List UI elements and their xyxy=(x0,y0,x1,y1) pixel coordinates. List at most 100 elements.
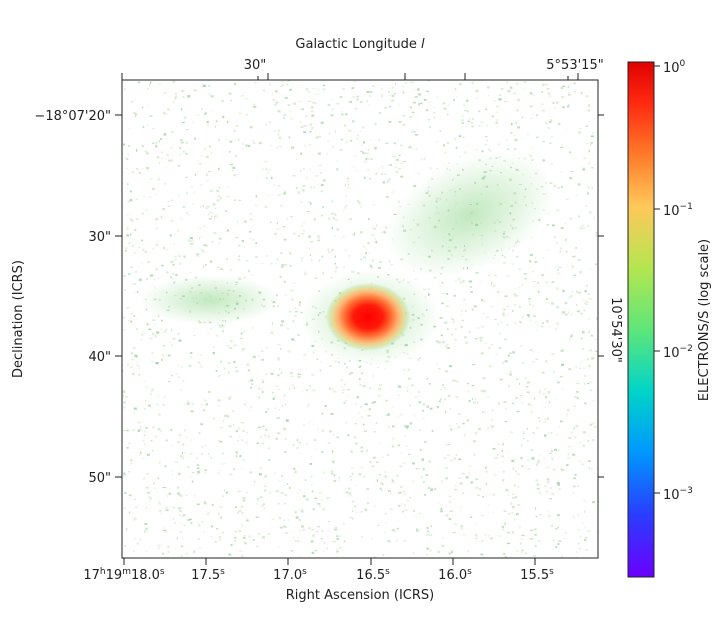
noise-speck xyxy=(171,344,173,346)
noise-speck xyxy=(129,266,131,268)
noise-speck xyxy=(400,162,403,164)
noise-speck xyxy=(446,142,449,144)
noise-speck xyxy=(585,549,588,551)
noise-speck xyxy=(520,542,522,545)
noise-speck xyxy=(292,444,295,446)
noise-speck xyxy=(386,454,390,456)
noise-speck xyxy=(235,451,238,454)
noise-speck xyxy=(419,512,421,514)
noise-speck xyxy=(535,321,537,323)
noise-speck xyxy=(360,372,364,374)
noise-speck xyxy=(312,534,315,537)
noise-speck xyxy=(479,337,483,339)
noise-speck xyxy=(464,336,467,339)
noise-speck xyxy=(169,276,172,278)
noise-speck xyxy=(149,497,152,500)
noise-speck xyxy=(149,196,152,198)
noise-speck xyxy=(145,427,148,429)
noise-speck xyxy=(565,250,568,253)
noise-speck xyxy=(141,262,143,264)
noise-speck xyxy=(164,396,166,399)
noise-speck xyxy=(391,99,394,102)
noise-speck xyxy=(166,271,169,274)
noise-speck xyxy=(152,426,155,428)
noise-speck xyxy=(219,506,223,508)
noise-speck xyxy=(178,194,180,197)
noise-speck xyxy=(472,118,474,120)
noise-speck xyxy=(572,492,574,494)
noise-speck xyxy=(406,500,409,502)
noise-speck xyxy=(297,540,300,542)
noise-speck xyxy=(556,241,558,244)
noise-speck xyxy=(126,158,129,160)
noise-speck xyxy=(218,375,221,377)
noise-speck xyxy=(212,203,216,206)
noise-speck xyxy=(354,107,358,110)
noise-speck xyxy=(578,547,581,550)
noise-speck xyxy=(590,143,591,146)
noise-speck xyxy=(145,386,148,389)
noise-speck xyxy=(461,280,465,283)
noise-speck xyxy=(567,409,570,411)
noise-speck xyxy=(344,184,346,186)
noise-speck xyxy=(502,362,504,364)
noise-speck xyxy=(501,526,504,528)
noise-speck xyxy=(504,101,508,103)
noise-speck xyxy=(515,82,519,85)
noise-speck xyxy=(262,390,264,394)
noise-speck xyxy=(136,168,139,170)
noise-speck xyxy=(256,442,259,445)
noise-speck xyxy=(521,361,525,364)
noise-speck xyxy=(268,121,271,124)
noise-speck xyxy=(334,235,336,237)
noise-speck xyxy=(315,550,317,552)
noise-speck xyxy=(542,257,545,259)
noise-speck xyxy=(559,426,561,428)
noise-speck xyxy=(344,362,346,365)
noise-speck xyxy=(237,259,241,261)
noise-speck xyxy=(322,88,325,90)
noise-speck xyxy=(511,512,515,514)
colorbar-tick-label-2: 10−1 xyxy=(663,202,693,219)
noise-speck xyxy=(290,289,294,292)
noise-speck xyxy=(365,157,367,161)
noise-speck xyxy=(233,199,237,202)
noise-speck xyxy=(454,488,457,491)
noise-speck xyxy=(583,510,585,513)
noise-speck xyxy=(299,489,302,491)
bottom-tick-label-2: 17.5s xyxy=(191,567,225,583)
bottom-tick-label-4: 16.5s xyxy=(356,567,390,583)
noise-speck xyxy=(125,250,127,252)
noise-speck xyxy=(271,518,275,520)
noise-speck xyxy=(514,288,517,290)
noise-speck xyxy=(489,365,491,368)
left-axis-title: Declination (ICRS) xyxy=(11,260,26,378)
noise-speck xyxy=(527,468,531,470)
noise-speck xyxy=(196,254,200,257)
noise-speck xyxy=(253,106,257,108)
noise-speck xyxy=(567,91,570,94)
noise-speck xyxy=(485,482,487,485)
noise-speck xyxy=(271,322,273,325)
noise-speck xyxy=(347,396,349,398)
noise-speck xyxy=(578,132,581,134)
noise-speck xyxy=(486,86,490,89)
noise-speck xyxy=(509,371,512,374)
noise-speck xyxy=(285,265,288,267)
noise-speck xyxy=(391,480,395,483)
noise-speck xyxy=(197,538,200,541)
noise-speck xyxy=(209,211,213,214)
noise-speck xyxy=(557,381,560,384)
noise-speck xyxy=(565,313,568,316)
noise-speck xyxy=(291,384,295,386)
noise-speck xyxy=(284,394,286,397)
noise-speck xyxy=(476,149,478,151)
noise-speck xyxy=(299,369,301,371)
noise-speck xyxy=(485,107,487,110)
noise-speck xyxy=(449,501,451,503)
noise-speck xyxy=(246,363,250,366)
noise-speck xyxy=(238,138,240,141)
noise-speck xyxy=(156,331,160,334)
noise-speck xyxy=(532,113,535,115)
noise-speck xyxy=(336,538,340,540)
